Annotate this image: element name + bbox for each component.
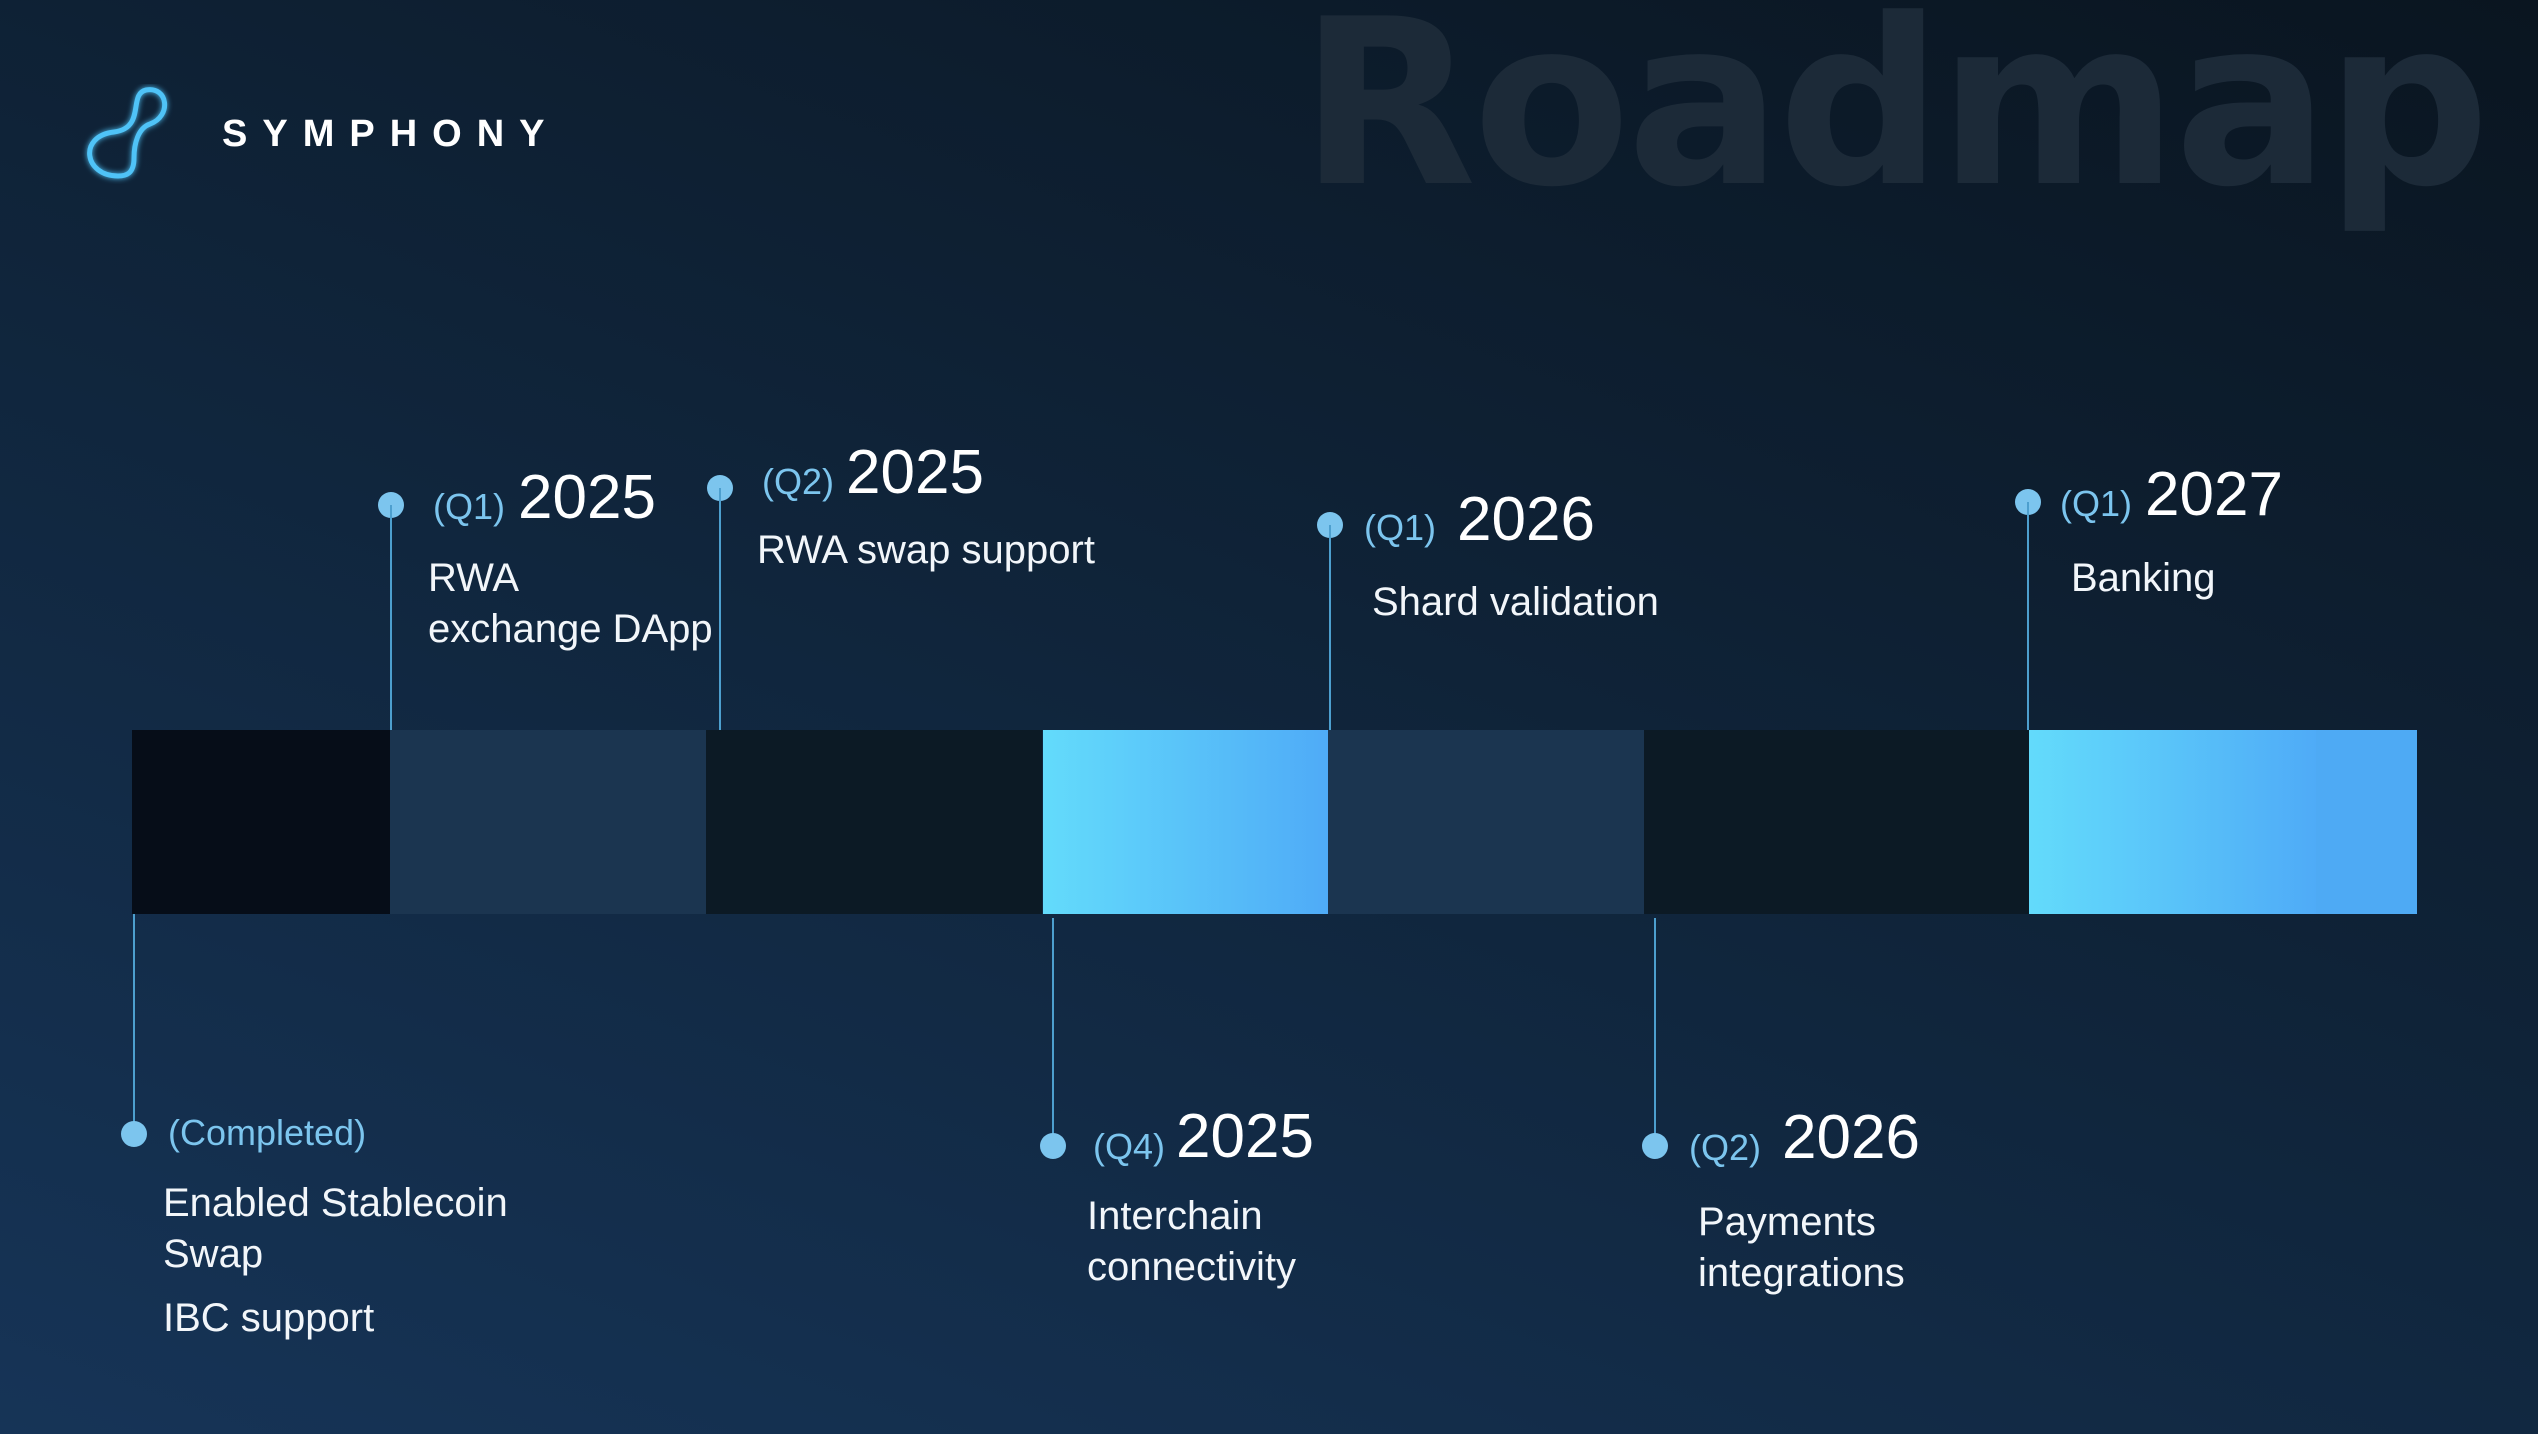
milestone-description: Payments integrations <box>1698 1197 1905 1299</box>
description-line: exchange DApp <box>428 607 713 651</box>
year-label: 2026 <box>1457 485 1595 554</box>
timeline-segment <box>132 730 390 914</box>
connector-line <box>719 488 721 730</box>
timeline-segment <box>2029 730 2316 914</box>
description-line: Interchain <box>1087 1194 1263 1238</box>
description-line: RWA <box>428 556 520 600</box>
milestone-description: Banking <box>2071 553 2216 604</box>
brand-name: SYMPHONY <box>222 113 560 155</box>
roadmap-watermark-title: Roadmap <box>1299 0 2490 238</box>
milestone-description: RWA swap support <box>757 525 1095 576</box>
year-label: 2025 <box>846 438 984 507</box>
year-label: 2026 <box>1782 1103 1920 1172</box>
description-line: RWA swap support <box>757 528 1095 572</box>
milestone-description: Interchain connectivity <box>1087 1191 1296 1293</box>
milestone-description: Enabled Stablecoin Swap <box>163 1178 508 1280</box>
description-line: Swap <box>163 1232 264 1276</box>
milestone-description: Shard validation <box>1372 577 1659 628</box>
description-line: Enabled Stablecoin <box>163 1181 508 1225</box>
description-line: connectivity <box>1087 1245 1296 1289</box>
description-line: IBC support <box>163 1296 375 1340</box>
timeline-segment <box>1328 730 1644 914</box>
connector-line <box>390 505 392 730</box>
connector-line <box>1052 918 1054 1146</box>
description-line: integrations <box>1698 1251 1905 1295</box>
description-line: Payments <box>1698 1200 1876 1244</box>
quarter-label: (Q1) <box>433 486 505 527</box>
timeline-segment <box>1644 730 2029 914</box>
completed-tag: (Completed) <box>168 1112 367 1153</box>
quarter-label: (Q2) <box>1689 1127 1761 1168</box>
quarter-label: (Q1) <box>1364 507 1436 548</box>
quarter-label: (Q2) <box>762 461 834 502</box>
year-label: 2027 <box>2145 460 2283 529</box>
symphony-logo-icon <box>76 84 176 184</box>
connector-line <box>1329 525 1331 730</box>
timeline-segment <box>1043 730 1328 914</box>
milestone-dot <box>1040 1133 1066 1159</box>
connector-line <box>133 914 135 1134</box>
milestone-description: IBC support <box>163 1293 374 1344</box>
timeline-segment <box>2316 730 2417 914</box>
milestone-description: RWA exchange DApp <box>428 553 713 655</box>
quarter-label: (Q1) <box>2060 483 2132 524</box>
milestone-dot <box>1642 1133 1668 1159</box>
timeline-segment <box>390 730 706 914</box>
description-line: Shard validation <box>1372 580 1659 624</box>
description-line: Banking <box>2071 556 2216 600</box>
year-label: 2025 <box>518 463 656 532</box>
year-label: 2025 <box>1176 1102 1314 1171</box>
connector-line <box>2027 502 2029 730</box>
quarter-label: (Q4) <box>1093 1126 1165 1167</box>
timeline-segment <box>706 730 1042 914</box>
connector-line <box>1654 918 1656 1146</box>
milestone-dot <box>121 1121 147 1147</box>
